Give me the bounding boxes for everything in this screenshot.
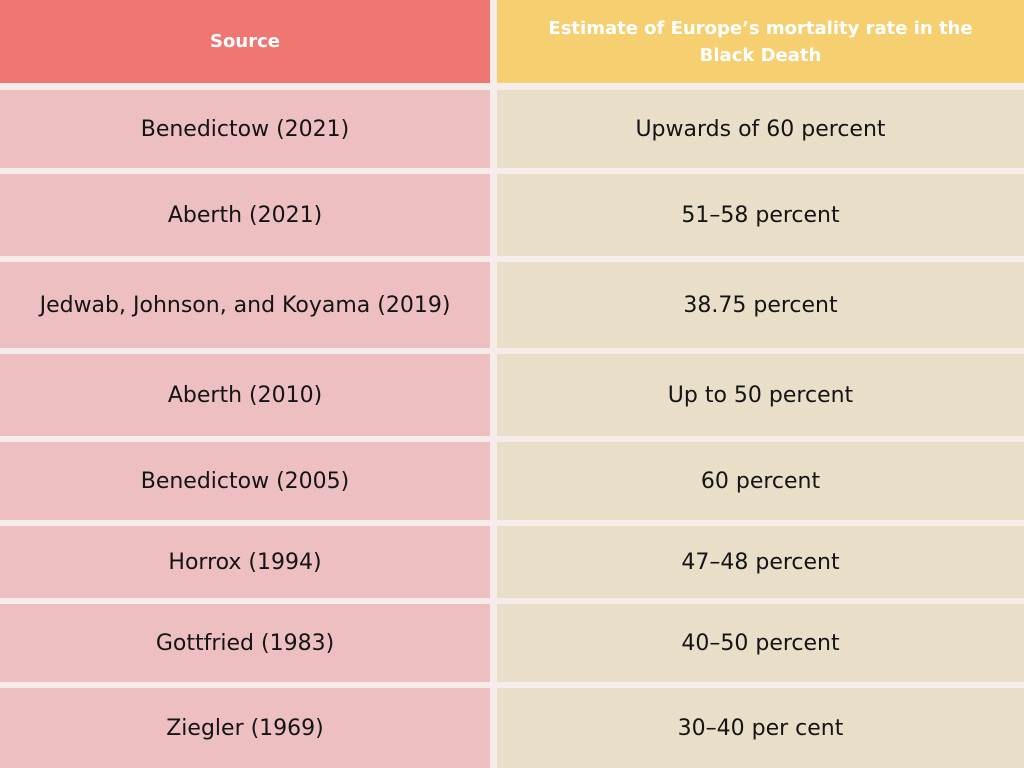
table-cell-source: Aberth (2021): [0, 174, 490, 256]
table-cell-estimate: Up to 50 percent: [497, 354, 1024, 436]
table-cell-source: Horrox (1994): [0, 526, 490, 598]
header-source: Source: [0, 0, 490, 83]
table-cell-source: Benedictow (2021): [0, 90, 490, 168]
table-cell-estimate: Upwards of 60 percent: [497, 90, 1024, 168]
table-cell-source: Jedwab, Johnson, and Koyama (2019): [0, 262, 490, 348]
table-cell-estimate: 40–50 percent: [497, 604, 1024, 682]
table-cell-estimate: 38.75 percent: [497, 262, 1024, 348]
table-cell-source: Benedictow (2005): [0, 442, 490, 520]
table-cell-estimate: 51–58 percent: [497, 174, 1024, 256]
table-cell-estimate: 30–40 per cent: [497, 688, 1024, 768]
table-cell-estimate: 47–48 percent: [497, 526, 1024, 598]
table-cell-source: Ziegler (1969): [0, 688, 490, 768]
table-cell-estimate: 60 percent: [497, 442, 1024, 520]
table-cell-source: Aberth (2010): [0, 354, 490, 436]
header-estimate: Estimate of Europe’s mortality rate in t…: [497, 0, 1024, 83]
table-cell-source: Gottfried (1983): [0, 604, 490, 682]
